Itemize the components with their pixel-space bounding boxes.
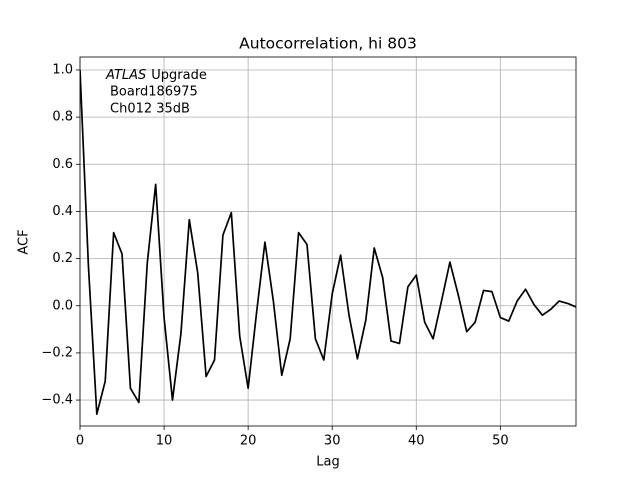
chart-title: Autocorrelation, hi 803 [239,35,417,53]
axes-frame [79,56,577,427]
x-tick-label: 20 [240,434,257,449]
annotation: Board186975 [110,85,198,100]
annotation-italic: ATLAS [105,68,146,83]
x-axis-label: Lag [316,455,339,470]
x-tick-label: 30 [324,434,341,449]
annotation: ATLAS Upgrade [105,68,207,83]
y-tick-label: 0.2 [52,251,73,266]
y-tick-label: −0.2 [41,345,73,360]
y-tick-label: 0.0 [52,298,73,313]
annotation: Ch012 35dB [110,102,190,117]
plot-area [80,69,576,416]
y-tick-label: 1.0 [52,62,73,77]
acf-line [80,69,576,416]
x-tick-label: 50 [492,434,509,449]
y-axis-label: ACF [17,229,32,254]
annotation-text: Upgrade [151,68,207,83]
y-tick-label: −0.4 [41,393,73,408]
y-tick-label: 0.4 [52,204,73,219]
x-tick-label: 10 [156,434,173,449]
y-tick-label: 0.8 [52,110,73,125]
x-tick-label: 40 [408,434,425,449]
x-tick-label: 0 [76,434,84,449]
y-tick-label: 0.6 [52,157,73,172]
